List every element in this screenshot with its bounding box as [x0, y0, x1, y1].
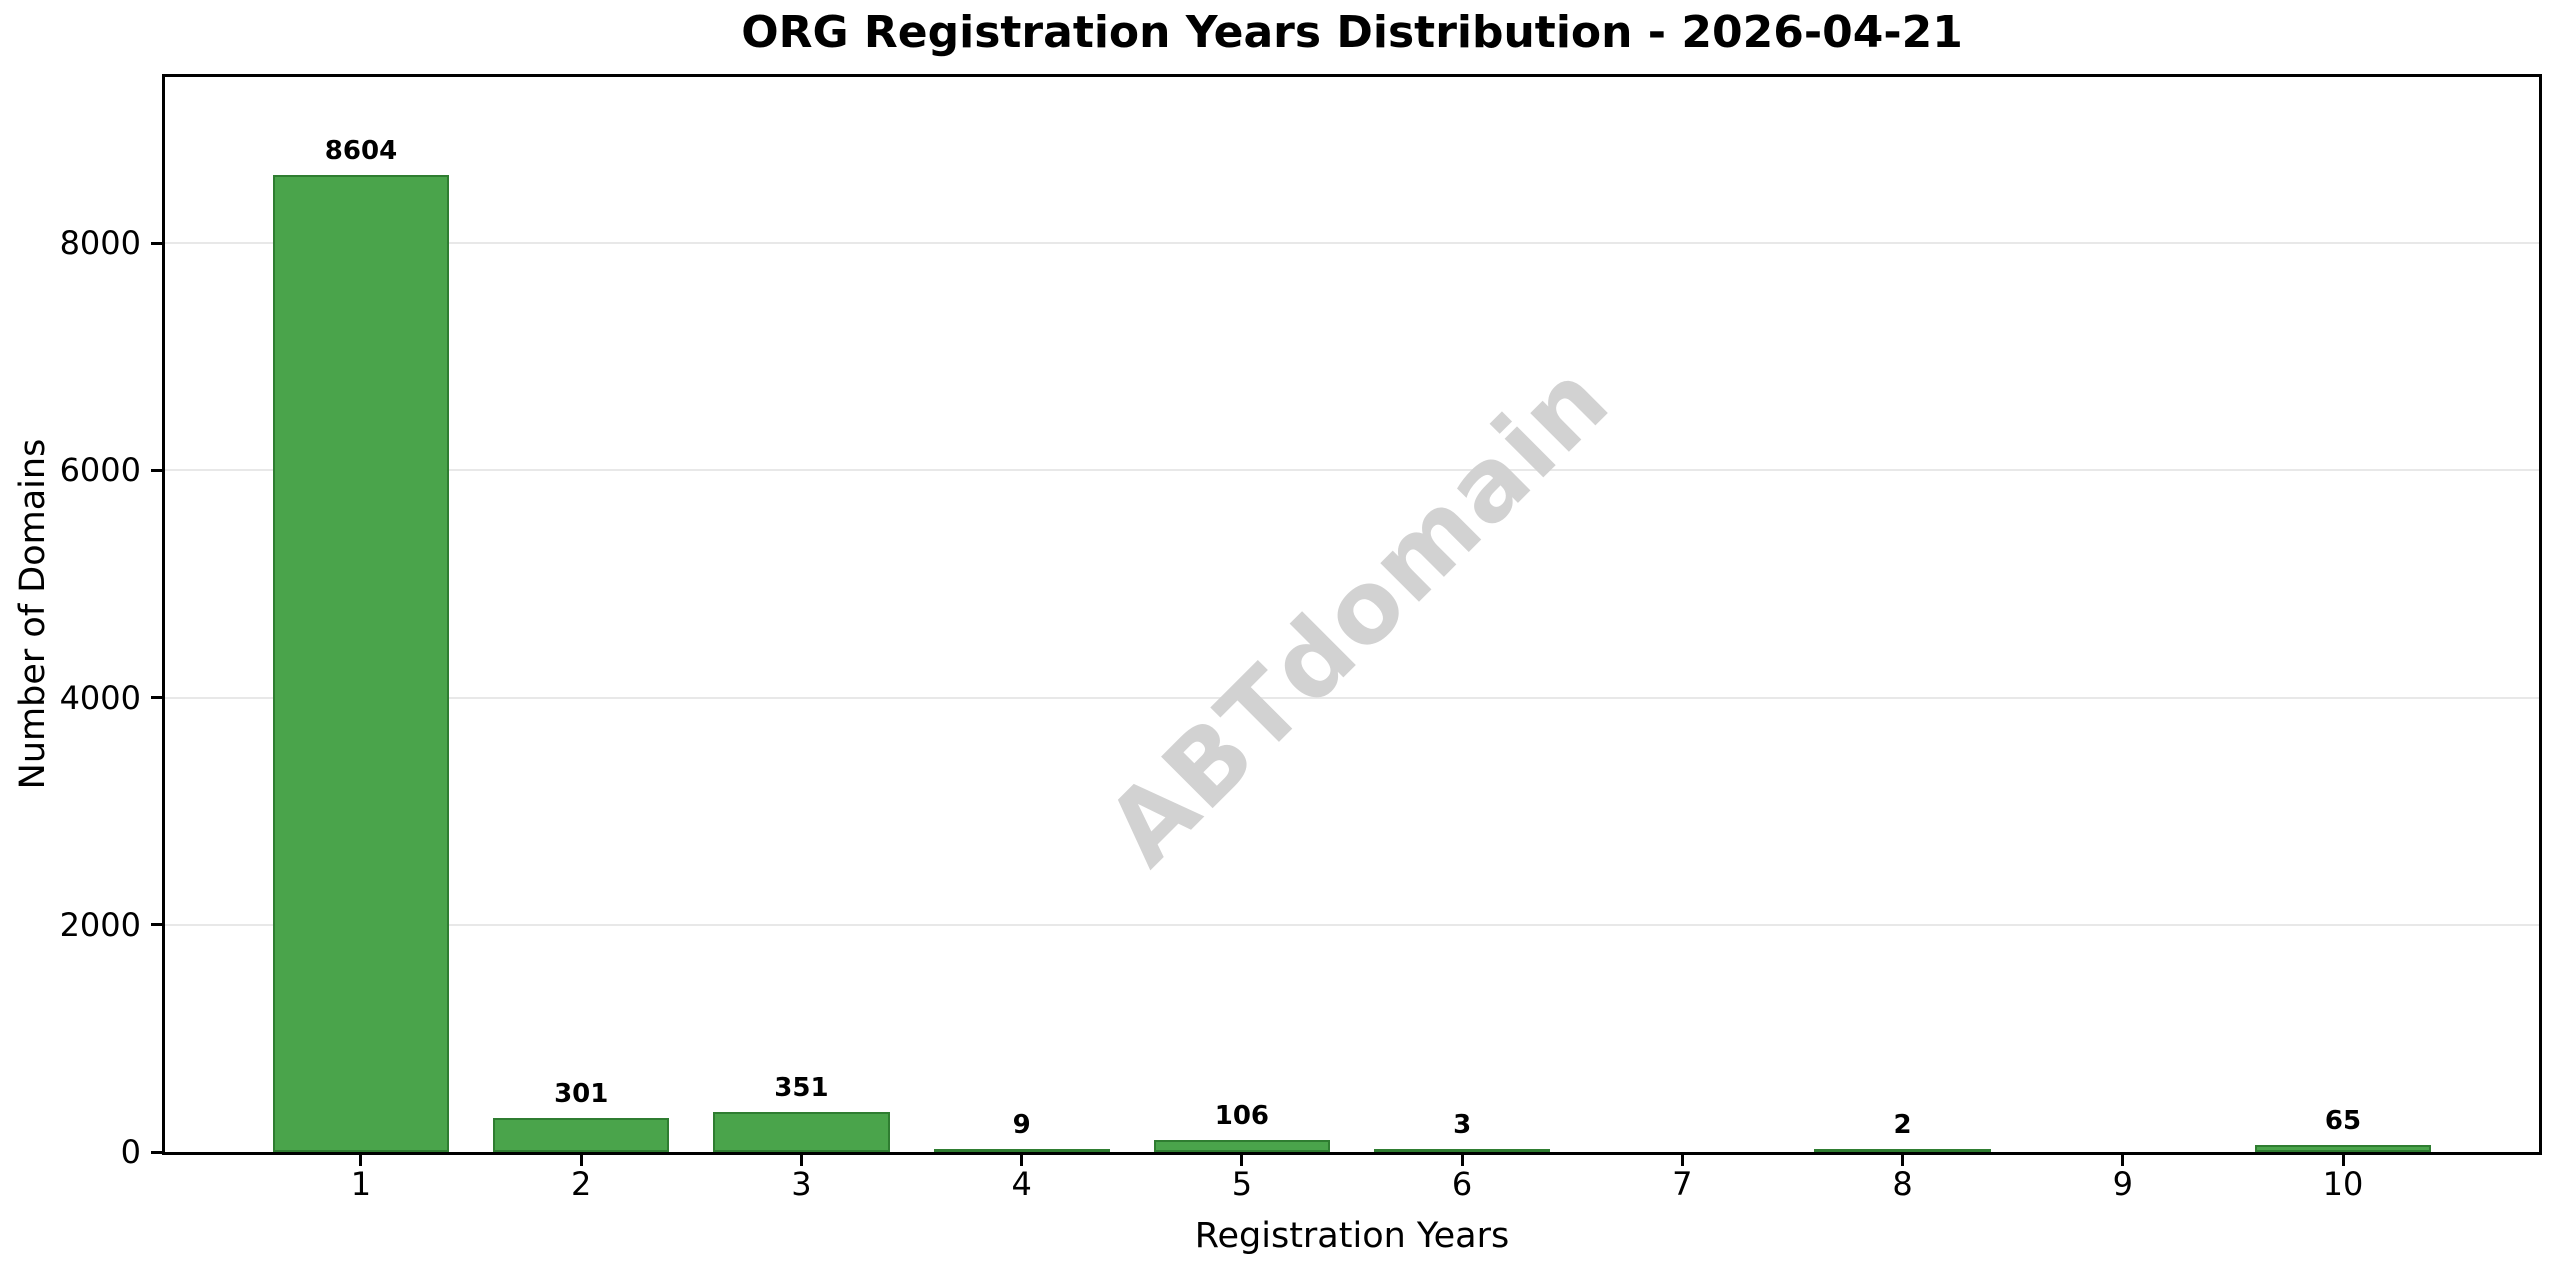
x-tick-mark: [1901, 1155, 1905, 1166]
bar: [933, 1149, 1110, 1153]
bar: [1153, 1139, 1330, 1152]
bar: [272, 174, 450, 1152]
gridline-8000: [165, 242, 2539, 245]
bar-value-label: 8604: [324, 135, 398, 166]
x-tick-label: 1: [350, 1165, 372, 1203]
x-tick-mark: [1460, 1155, 1464, 1166]
x-tick-mark: [1240, 1155, 1244, 1166]
x-tick-mark: [1020, 1155, 1024, 1166]
chart-title: ORG Registration Years Distribution - 20…: [741, 7, 1963, 58]
x-tick-label: 5: [1231, 1165, 1253, 1203]
y-tick-label: 4000: [59, 678, 141, 717]
gridline-2000: [165, 923, 2539, 926]
x-tick-label: 2: [571, 1165, 592, 1203]
bar-value-label: 106: [1214, 1100, 1270, 1131]
watermark-text: ABTdomain: [1084, 340, 1632, 888]
x-tick-label: 10: [2322, 1165, 2364, 1203]
bar-value-label: 351: [774, 1073, 829, 1104]
bar: [1374, 1149, 1551, 1153]
x-tick-label: 7: [1672, 1165, 1693, 1203]
x-tick-label: 4: [1011, 1165, 1032, 1203]
x-tick-mark: [2341, 1155, 2345, 1166]
bar-value-label: 65: [2324, 1105, 2362, 1136]
y-tick-label: 2000: [59, 905, 141, 944]
bar-value-label: 2: [1893, 1110, 1912, 1140]
x-tick-mark: [799, 1155, 803, 1166]
x-tick-mark: [579, 1155, 583, 1166]
y-tick-mark: [151, 696, 165, 700]
x-axis-label: Registration Years: [1194, 1216, 1510, 1256]
bar-value-label: 301: [554, 1078, 609, 1109]
x-tick-mark: [359, 1155, 363, 1166]
gridline-4000: [165, 696, 2539, 699]
bar: [493, 1117, 670, 1152]
y-tick-label: 8000: [59, 224, 141, 263]
bar-value-label: 3: [1453, 1110, 1472, 1140]
y-tick-mark: [151, 1150, 165, 1154]
x-tick-label: 8: [1892, 1165, 1913, 1203]
x-tick-label: 3: [791, 1165, 812, 1203]
bar: [1814, 1149, 1991, 1153]
x-tick-mark: [1680, 1155, 1684, 1166]
x-tick-mark: [2121, 1155, 2125, 1166]
y-tick-label: 0: [120, 1133, 141, 1171]
gridline-6000: [165, 469, 2539, 472]
bar: [2254, 1144, 2432, 1152]
bar-value-label: 9: [1012, 1110, 1031, 1140]
y-tick-mark: [151, 468, 165, 472]
y-axis-label: Number of Domains: [13, 438, 53, 790]
y-tick-mark: [151, 241, 165, 245]
x-tick-label: 6: [1451, 1165, 1473, 1203]
x-tick-label: 9: [2112, 1165, 2133, 1203]
y-tick-label: 6000: [59, 451, 141, 490]
bar: [713, 1112, 890, 1152]
y-tick-mark: [151, 923, 165, 927]
